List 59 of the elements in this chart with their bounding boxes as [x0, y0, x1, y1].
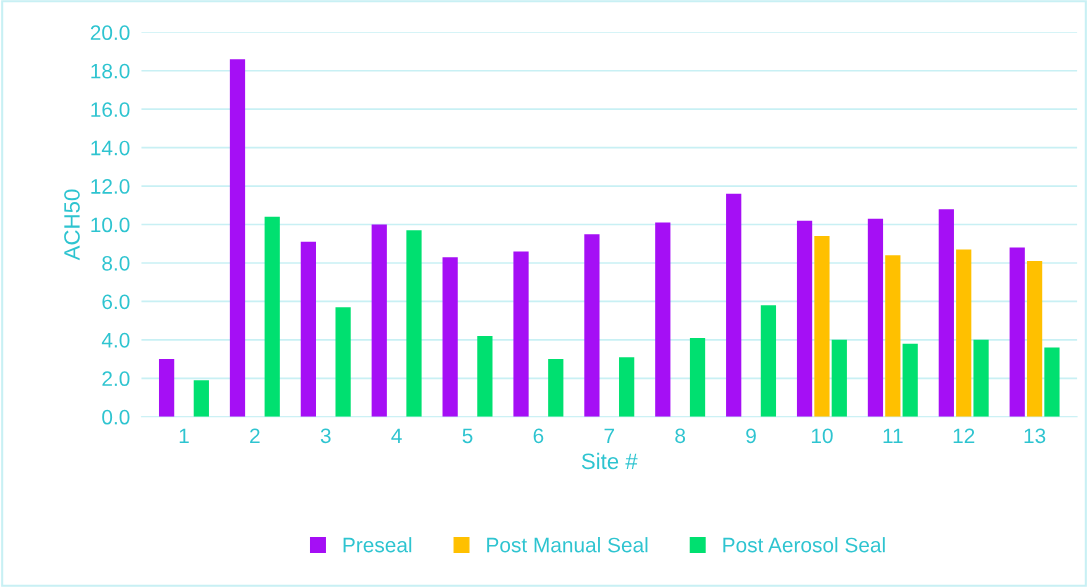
- x-tick-label: 4: [391, 428, 402, 443]
- bar: [548, 359, 564, 417]
- bar: [584, 234, 600, 417]
- bar: [655, 222, 671, 417]
- y-tick-label: 16.0: [91, 102, 130, 117]
- bar: [1009, 247, 1025, 417]
- bar: [1044, 347, 1060, 417]
- x-tick-label: 6: [533, 428, 544, 444]
- bar: [335, 307, 351, 417]
- y-tick-label: 18.0: [91, 63, 130, 79]
- legend-label: Preseal: [343, 537, 412, 553]
- y-tick-label: 6.0: [102, 294, 130, 310]
- bar: [1026, 261, 1043, 417]
- x-tick-label: 11: [883, 428, 903, 443]
- y-tick-label: 20.0: [90, 25, 130, 41]
- y-tick-label: 2.0: [102, 371, 130, 387]
- y-tick-label: 14.0: [91, 140, 130, 156]
- bar: [760, 305, 777, 417]
- bar: [193, 380, 209, 417]
- x-axis-title: Site #: [581, 452, 638, 470]
- bar: [867, 218, 884, 417]
- y-tick-label: 0.0: [102, 409, 130, 425]
- bar: [726, 193, 742, 417]
- y-axis-title: ACH50: [64, 189, 80, 261]
- bar: [513, 251, 529, 417]
- bar: [938, 209, 954, 417]
- bar: [956, 249, 972, 417]
- bar: [619, 357, 635, 417]
- bar: [796, 220, 813, 417]
- y-tick-label: 10.0: [91, 217, 130, 233]
- x-tick-label: 12: [953, 428, 975, 443]
- bar: [831, 339, 847, 417]
- bar: [442, 257, 458, 417]
- x-tick-label: 13: [1024, 428, 1046, 444]
- bar: [902, 343, 918, 417]
- bar: [371, 224, 387, 417]
- bar: [814, 236, 830, 417]
- bar: [885, 255, 901, 417]
- bar: [264, 216, 280, 417]
- bar: [300, 241, 316, 417]
- y-tick-label: 4.0: [101, 332, 130, 348]
- legend-label: Post Manual Seal: [487, 537, 648, 553]
- bar: [973, 339, 989, 417]
- bar: [229, 59, 246, 417]
- x-tick-label: 5: [462, 428, 473, 444]
- y-tick-label: 12.0: [91, 179, 130, 194]
- x-tick-label: 8: [675, 428, 686, 444]
- legend-label: Post Aerosol Seal: [723, 537, 885, 553]
- bar: [477, 336, 493, 417]
- bar: [406, 230, 422, 417]
- x-tick-label: 2: [250, 428, 260, 443]
- x-tick-label: 1: [179, 428, 189, 443]
- x-tick-label: 10: [811, 428, 833, 444]
- x-tick-label: 9: [746, 428, 756, 444]
- bar: [158, 359, 175, 417]
- x-tick-label: 7: [604, 428, 615, 443]
- y-tick-label: 8.0: [102, 255, 130, 271]
- x-tick-label: 3: [320, 428, 331, 444]
- bar: [689, 337, 706, 417]
